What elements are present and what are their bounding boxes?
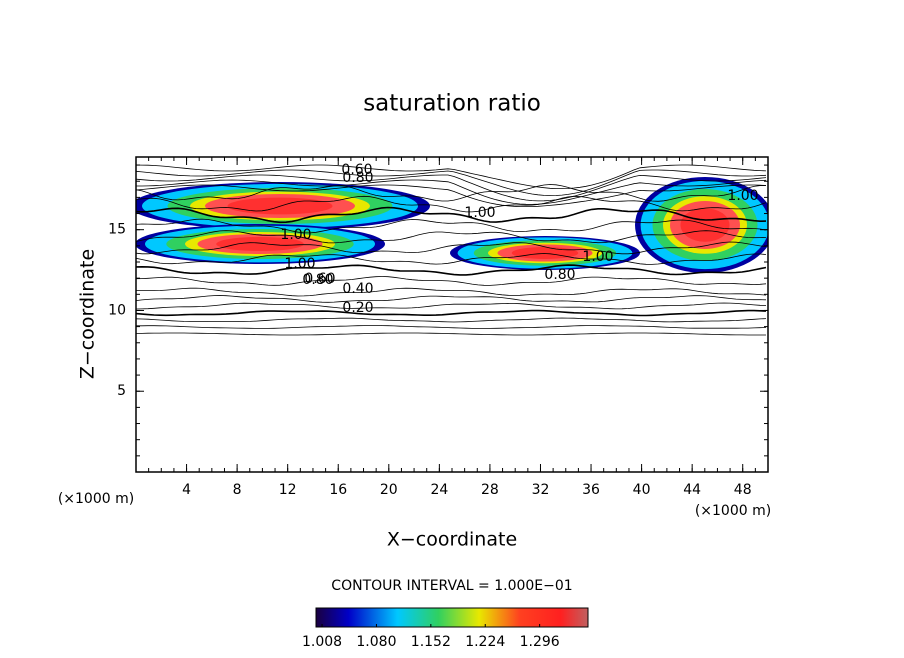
y-tick-label: 15 bbox=[108, 222, 126, 238]
x-axis-label: X−coordinate bbox=[387, 529, 517, 551]
contour-line bbox=[136, 169, 767, 197]
colorbar-tick-label: 1.296 bbox=[520, 634, 560, 650]
x-tick-label: 20 bbox=[380, 482, 398, 498]
contour-line bbox=[136, 332, 766, 336]
y-unit-label: (×1000 m) bbox=[58, 491, 134, 507]
contour-line bbox=[136, 253, 767, 265]
contour-interval: CONTOUR INTERVAL = 1.000E−01 bbox=[331, 578, 572, 594]
chart-title: saturation ratio bbox=[363, 91, 541, 117]
x-tick-label: 4 bbox=[182, 482, 191, 498]
colorbar bbox=[315, 607, 589, 628]
contour-line bbox=[136, 317, 767, 323]
shade bbox=[680, 208, 730, 242]
contour-line bbox=[136, 195, 767, 213]
x-tick-label: 44 bbox=[683, 482, 701, 498]
contour-label: 1.00 bbox=[582, 249, 613, 265]
x-tick-label: 24 bbox=[430, 482, 448, 498]
x-tick-label: 40 bbox=[633, 482, 651, 498]
y-tick-label: 10 bbox=[108, 302, 126, 318]
contour-line bbox=[136, 309, 767, 317]
field bbox=[136, 164, 768, 336]
contour-label: 1.00 bbox=[727, 188, 758, 204]
contour-line bbox=[136, 206, 767, 224]
contour-line bbox=[136, 179, 767, 205]
contour-label: 0.60 bbox=[304, 271, 335, 287]
contour-line bbox=[136, 218, 767, 234]
contour-line bbox=[136, 241, 767, 255]
x-tick-label: 32 bbox=[532, 482, 550, 498]
colorbar-tick-label: 1.152 bbox=[411, 634, 451, 650]
contour-label: 0.60 bbox=[341, 162, 372, 178]
x-tick-label: 28 bbox=[481, 482, 499, 498]
colorbar-tick-label: 1.080 bbox=[356, 634, 396, 650]
contour-line bbox=[136, 184, 766, 202]
contour-line bbox=[136, 287, 767, 297]
x-tick-label: 8 bbox=[233, 482, 242, 498]
contour-line bbox=[136, 325, 767, 329]
colorbar-tick-label: 1.224 bbox=[465, 634, 505, 650]
contour-line bbox=[136, 230, 767, 244]
shade bbox=[216, 237, 304, 251]
contour-line bbox=[136, 276, 767, 286]
contour-line bbox=[136, 295, 767, 303]
contour-line bbox=[136, 164, 767, 189]
contour-label: 0.80 bbox=[544, 267, 575, 283]
colorbar-tick-label: 1.008 bbox=[302, 634, 342, 650]
contour-line bbox=[136, 264, 767, 276]
contour-line bbox=[136, 174, 767, 202]
contour-label: 1.00 bbox=[464, 205, 495, 221]
contour-label: 0.20 bbox=[342, 300, 373, 316]
contour-label: 1.00 bbox=[280, 227, 311, 243]
contour-line bbox=[136, 302, 767, 310]
y-tick-label: 5 bbox=[117, 383, 126, 399]
shade bbox=[511, 247, 579, 259]
x-tick-label: 16 bbox=[329, 482, 347, 498]
contour-label: 0.40 bbox=[342, 281, 373, 297]
contour-label: 1.00 bbox=[284, 256, 315, 272]
x-tick-label: 12 bbox=[279, 482, 297, 498]
contour-line bbox=[136, 184, 767, 207]
x-tick-label: 36 bbox=[582, 482, 600, 498]
x-unit-label: (×1000 m) bbox=[695, 503, 771, 519]
y-axis-label: Z−coordinate bbox=[77, 249, 99, 379]
contour-label: 0.80 bbox=[342, 170, 373, 186]
contour-label: 0.80 bbox=[302, 272, 333, 288]
x-tick-label: 48 bbox=[734, 482, 752, 498]
